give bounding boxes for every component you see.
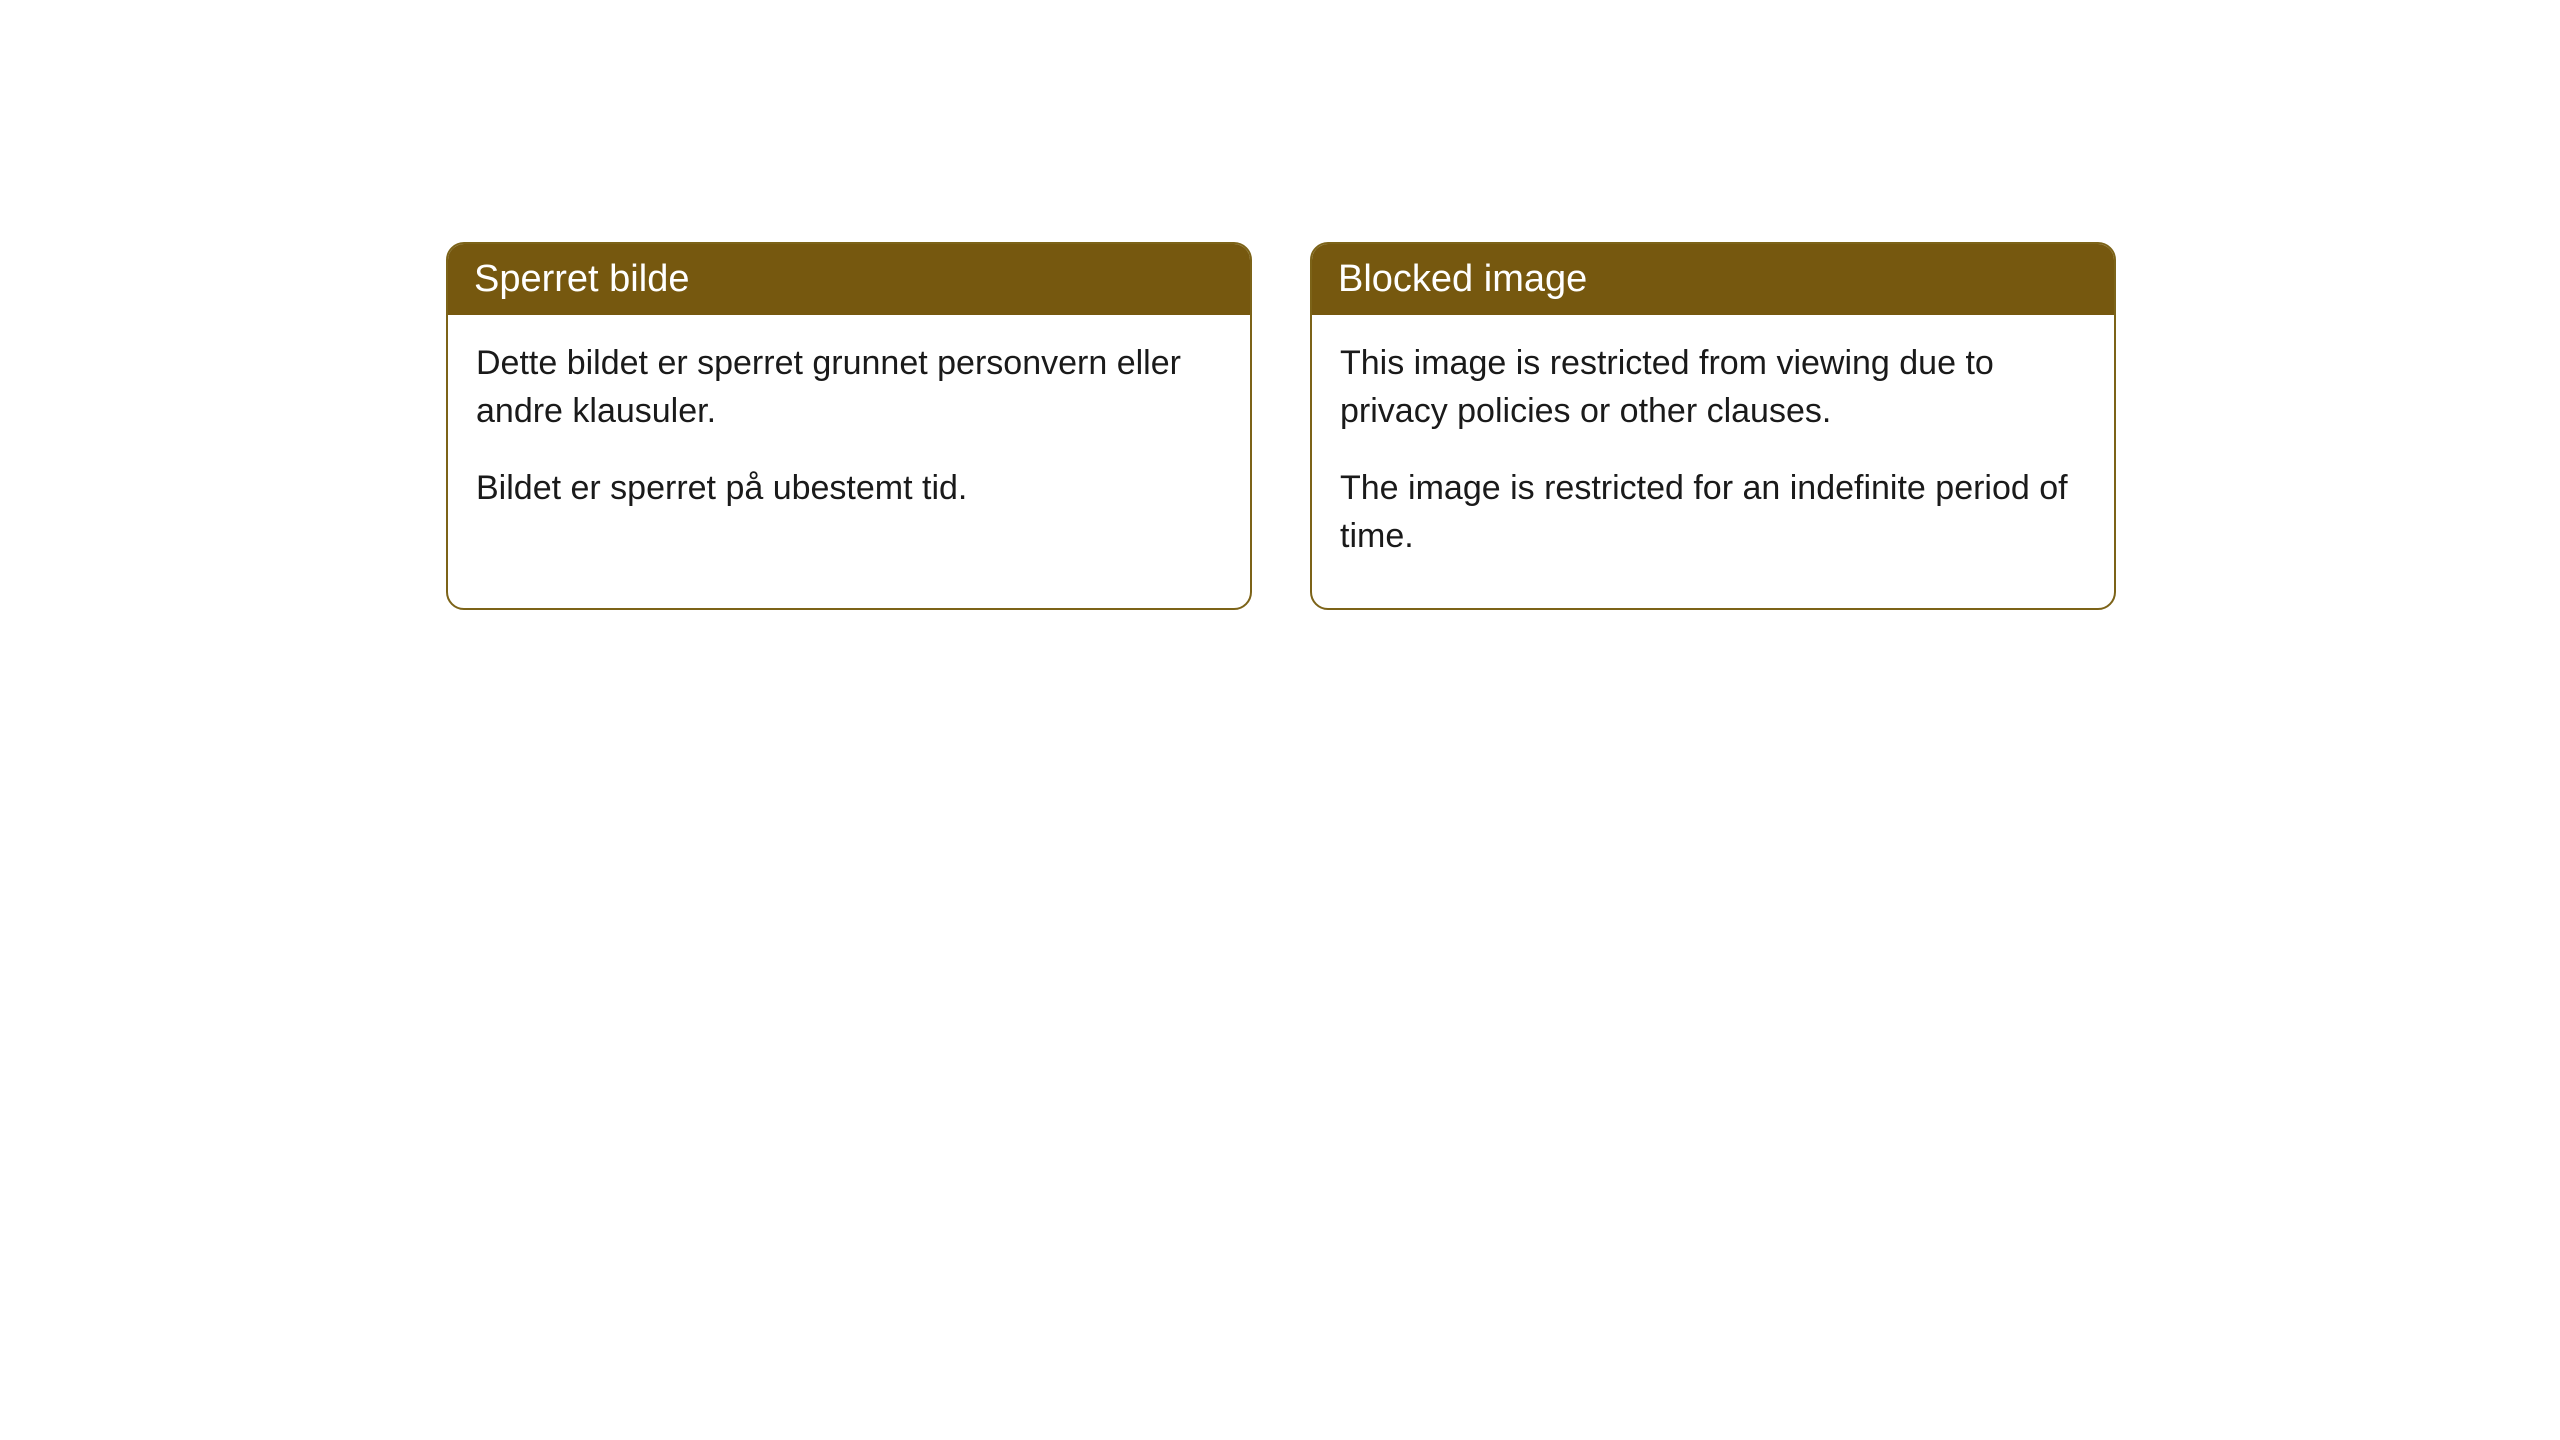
card-body: Dette bildet er sperret grunnet personve…: [448, 315, 1250, 560]
card-title: Blocked image: [1338, 258, 1587, 300]
card-paragraph-1: Dette bildet er sperret grunnet personve…: [476, 339, 1222, 436]
card-paragraph-1: This image is restricted from viewing du…: [1340, 339, 2086, 436]
card-header: Sperret bilde: [448, 244, 1250, 315]
card-header: Blocked image: [1312, 244, 2114, 315]
notice-card-norwegian: Sperret bilde Dette bildet er sperret gr…: [446, 242, 1252, 610]
card-paragraph-2: The image is restricted for an indefinit…: [1340, 464, 2086, 561]
notice-cards-container: Sperret bilde Dette bildet er sperret gr…: [446, 242, 2116, 610]
notice-card-english: Blocked image This image is restricted f…: [1310, 242, 2116, 610]
card-body: This image is restricted from viewing du…: [1312, 315, 2114, 608]
card-paragraph-2: Bildet er sperret på ubestemt tid.: [476, 464, 1222, 512]
card-title: Sperret bilde: [474, 258, 689, 300]
